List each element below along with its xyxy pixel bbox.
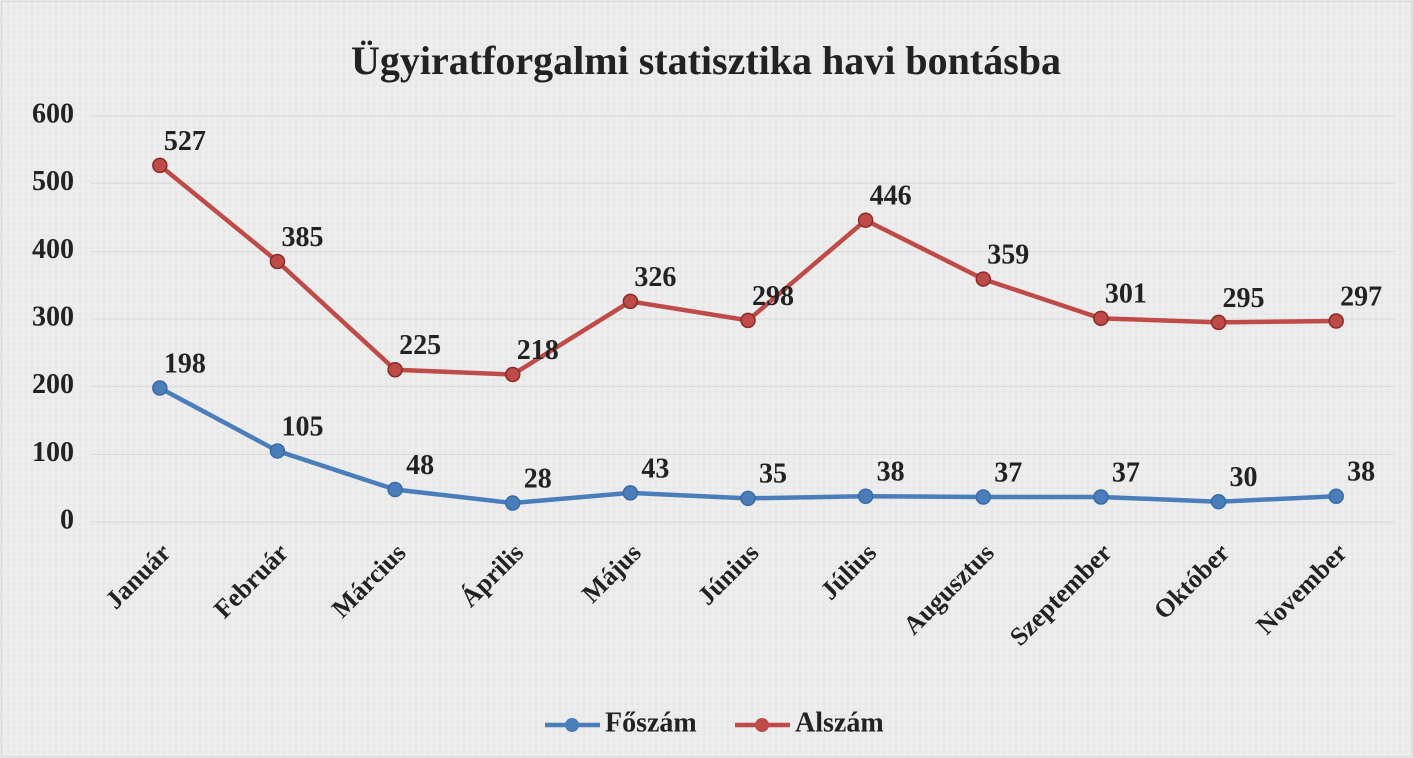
- data-label: 295: [1223, 283, 1265, 314]
- marker: [740, 312, 756, 329]
- legend-label: Alszám: [795, 707, 884, 738]
- y-tick-label: 600: [32, 98, 74, 129]
- data-label: 326: [634, 262, 676, 293]
- y-tick-label: 400: [32, 234, 74, 265]
- y-tick-label: 0: [60, 504, 74, 535]
- marker: [1210, 493, 1227, 510]
- marker: [1093, 310, 1109, 327]
- data-label: 38: [877, 457, 905, 488]
- data-label: 43: [641, 453, 669, 484]
- data-label: 446: [870, 181, 912, 212]
- data-label: 385: [281, 222, 323, 253]
- legend-marker: [755, 718, 769, 732]
- data-label: 38: [1347, 457, 1375, 488]
- legend-marker: [565, 718, 579, 732]
- data-label: 30: [1230, 462, 1258, 493]
- marker: [622, 293, 639, 310]
- marker: [622, 485, 639, 501]
- marker: [269, 443, 286, 459]
- data-label: 198: [164, 348, 206, 379]
- data-label: 359: [987, 239, 1029, 270]
- data-label: 37: [1112, 457, 1140, 488]
- marker: [1328, 313, 1344, 329]
- y-tick-label: 100: [32, 437, 74, 468]
- marker: [975, 489, 992, 505]
- data-label: 48: [406, 450, 434, 481]
- marker: [269, 253, 286, 270]
- data-label: 297: [1340, 281, 1382, 312]
- y-tick-label: 200: [32, 369, 74, 400]
- data-label: 527: [164, 126, 206, 157]
- chart-title: Ügyiratforgalmi statisztika havi bontásb…: [351, 38, 1061, 83]
- legend-label: Főszám: [605, 707, 697, 738]
- y-tick-label: 300: [32, 301, 74, 332]
- marker: [387, 362, 403, 378]
- marker: [857, 212, 874, 228]
- data-label: 28: [524, 463, 552, 494]
- marker: [740, 490, 756, 507]
- marker: [1328, 488, 1344, 505]
- marker: [1093, 489, 1109, 505]
- marker: [975, 271, 992, 287]
- data-label: 105: [281, 411, 323, 442]
- marker: [504, 366, 521, 383]
- data-label: 218: [517, 335, 559, 366]
- marker: [387, 481, 403, 498]
- marker: [1210, 314, 1227, 331]
- marker: [152, 380, 168, 396]
- marker: [152, 157, 168, 174]
- data-label: 301: [1105, 279, 1147, 310]
- marker: [504, 495, 521, 511]
- marker: [857, 488, 874, 505]
- data-label: 37: [994, 457, 1022, 488]
- y-tick-label: 500: [32, 166, 74, 197]
- data-label: 35: [759, 459, 787, 490]
- data-label: 225: [399, 330, 441, 361]
- data-label: 298: [752, 281, 794, 312]
